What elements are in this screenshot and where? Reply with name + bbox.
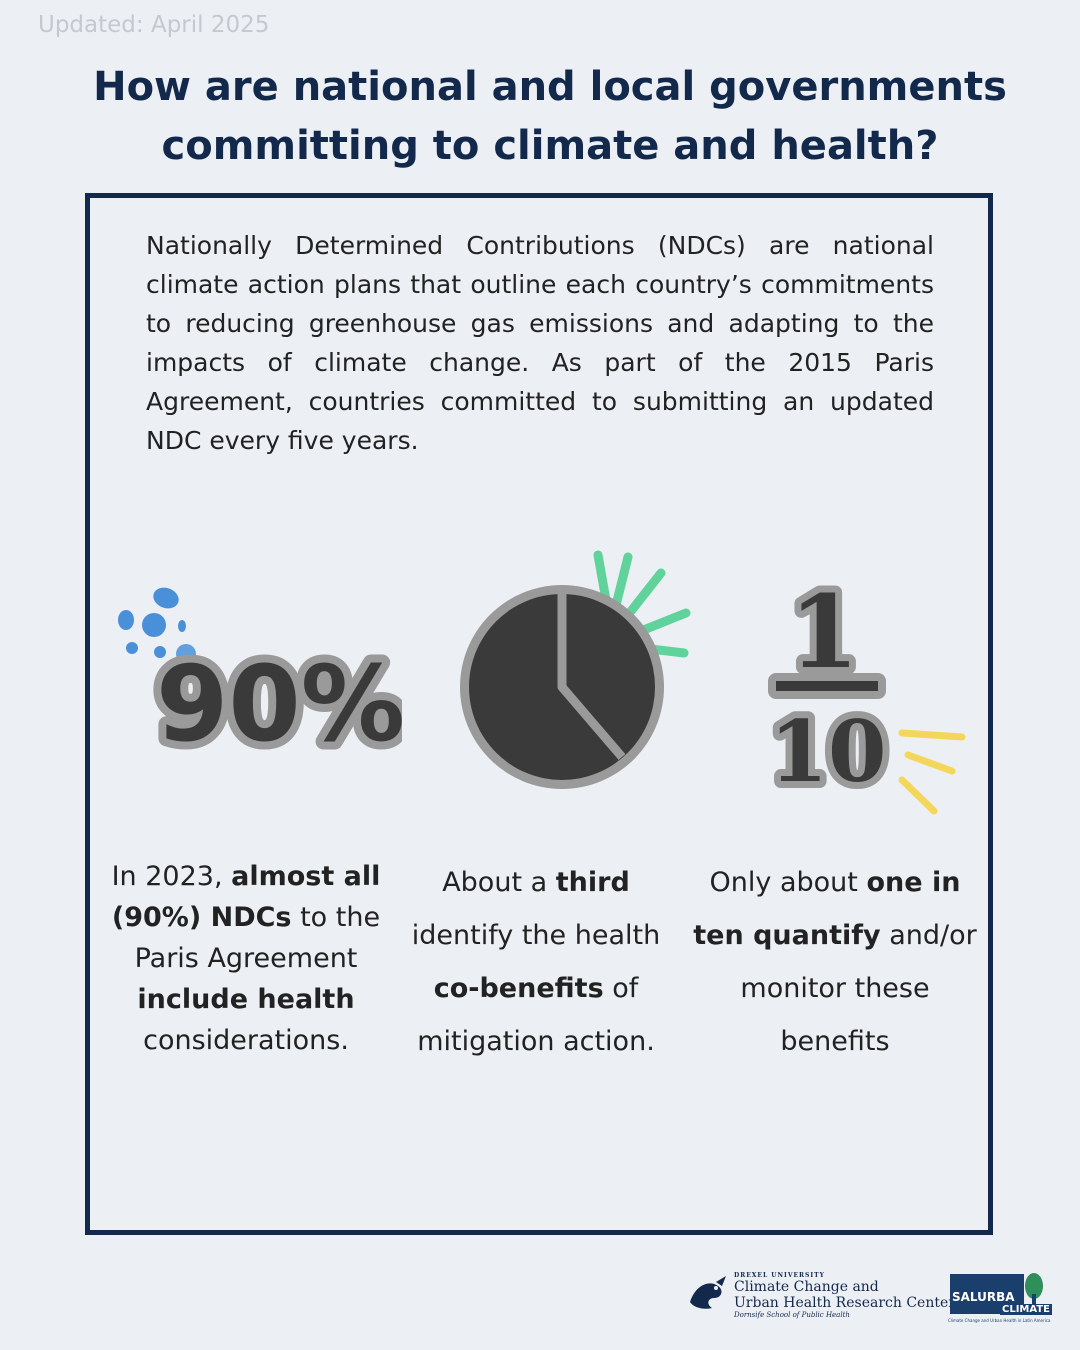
pie-slice-divider	[557, 587, 626, 760]
fraction-bar	[776, 681, 878, 691]
stat-bold-text: co-benefits	[433, 973, 604, 1004]
fraction-denominator-outline: 10	[770, 702, 887, 801]
stat-text: About a	[442, 867, 556, 898]
stat-bold-text: almost all (90%) NDCs	[111, 861, 381, 933]
page-title: How are national and local governments c…	[60, 58, 1040, 176]
stat-bold-text: one in ten quantify	[693, 867, 961, 951]
pie-chart-icon	[460, 550, 691, 789]
stat-text: to the Paris Agreement	[134, 902, 381, 974]
drexel-school-line: Dornsife School of Public Health	[734, 1311, 850, 1319]
salurba-text: SALURBA	[952, 1290, 1015, 1304]
stat-text: Only about	[709, 867, 867, 898]
stat-bold-text: include health	[137, 984, 355, 1015]
drexel-university-label: DREXEL UNIVERSITY	[734, 1272, 825, 1279]
percent-text: 90%	[156, 643, 402, 760]
drexel-center-line1: Climate Change and	[734, 1279, 879, 1295]
salurba-climate-logo: SALURBA CLIMATE Climate Change and Urban…	[948, 1266, 1052, 1328]
salurba-tagline: Climate Change and Urban Health in Latin…	[948, 1318, 1051, 1323]
fraction-denominator: 10	[770, 702, 887, 801]
stat-text: considerations.	[143, 1025, 349, 1056]
stat-one-in-ten: Only about one in ten quantify and/or mo…	[692, 856, 978, 1068]
ninety-percent-icon: 90% 90%	[118, 587, 402, 760]
yellow-rays-decoration	[898, 729, 966, 815]
content-frame	[85, 193, 993, 1235]
dragon-icon	[690, 1276, 726, 1309]
stat-ninety-percent: In 2023, almost all (90%) NDCs to the Pa…	[110, 856, 382, 1061]
title-line-2: committing to climate and health?	[161, 123, 939, 169]
tree-icon	[1025, 1273, 1043, 1308]
blue-dots-decoration	[118, 587, 196, 664]
drexel-logo: DREXEL UNIVERSITY Climate Change and Urb…	[686, 1268, 955, 1324]
intro-paragraph: Nationally Determined Contributions (NDC…	[146, 231, 934, 455]
stat-text: and/or monitor these benefits	[740, 920, 977, 1057]
one-in-ten-icon: 1 1 10 10	[763, 575, 966, 815]
stat-text: In 2023,	[111, 861, 232, 892]
stat-bold-text: third	[555, 867, 630, 898]
fraction-numerator: 1	[789, 575, 859, 691]
drexel-center-line2: Urban Health Research Center	[734, 1295, 955, 1311]
title-line-1: How are national and local governments	[93, 64, 1007, 110]
percent-text-outline: 90%	[156, 643, 402, 760]
updated-date: Updated: April 2025	[38, 12, 270, 38]
climate-text: CLIMATE	[1000, 1304, 1052, 1315]
stat-text: identify the health	[411, 920, 661, 951]
stat-one-third: About a third identify the health co-ben…	[395, 856, 677, 1068]
stat-text: of mitigation action.	[417, 973, 655, 1057]
